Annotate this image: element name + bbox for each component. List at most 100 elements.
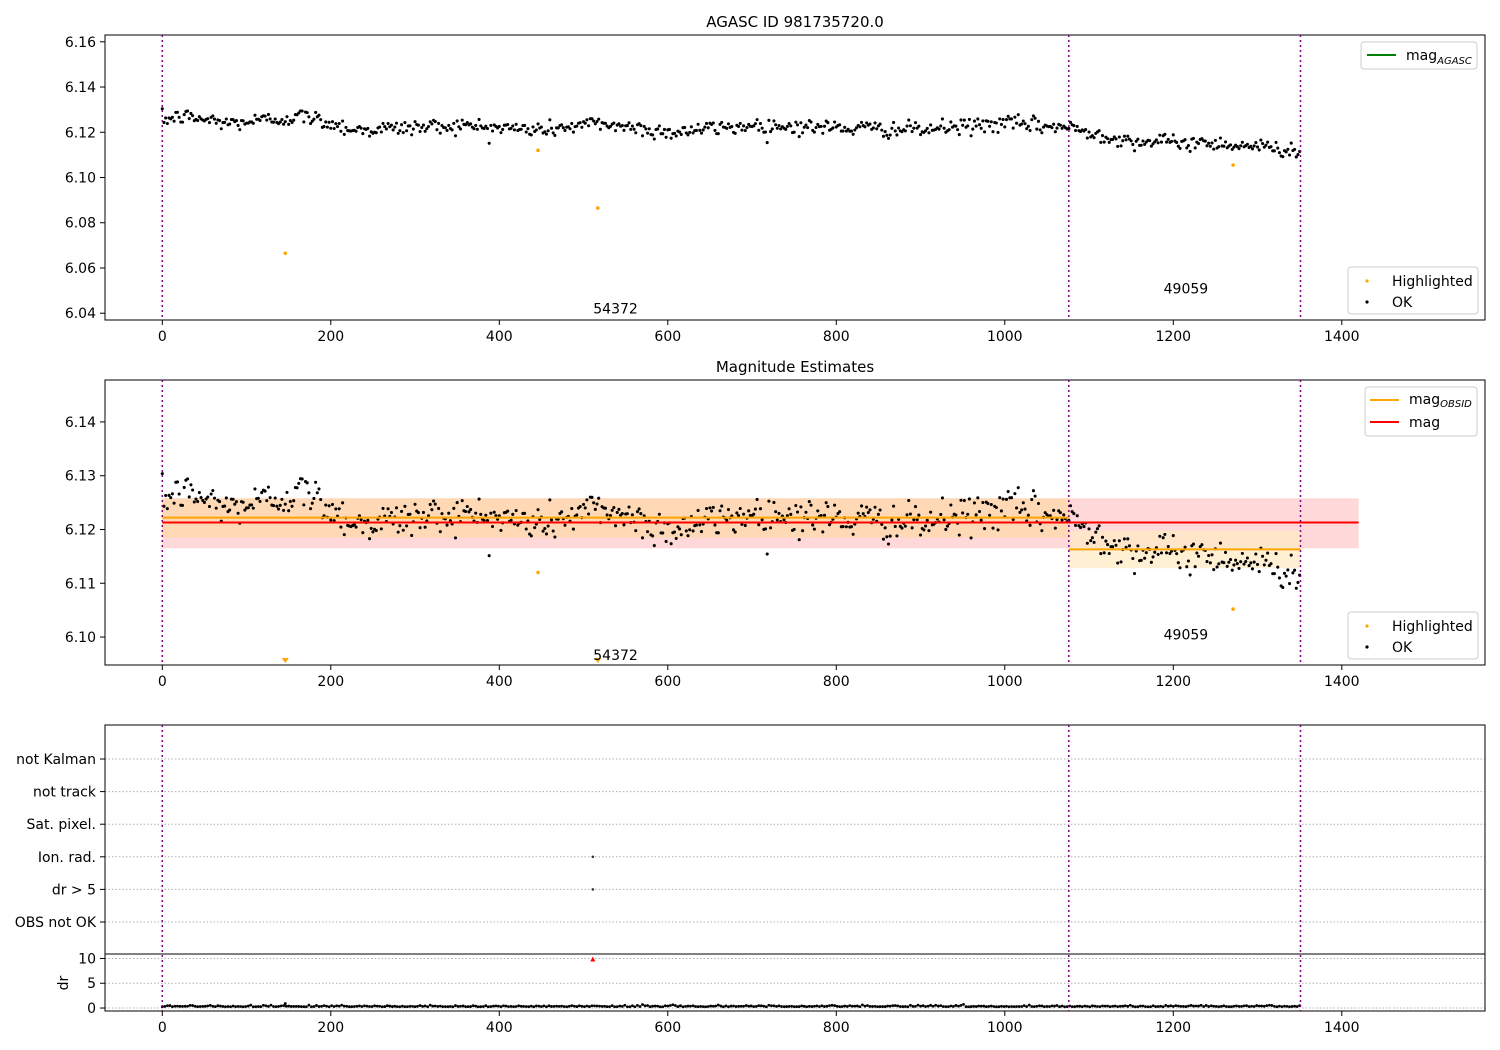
data-point-ok bbox=[961, 123, 965, 127]
data-point-ok bbox=[445, 523, 449, 527]
data-point-ok bbox=[1031, 114, 1035, 118]
x-tick-label: 0 bbox=[158, 674, 167, 690]
data-point-ok bbox=[1217, 562, 1221, 566]
dr-point bbox=[481, 1005, 485, 1008]
dr-point bbox=[449, 1005, 452, 1008]
dr-point bbox=[241, 1005, 245, 1009]
dr-point bbox=[1083, 1004, 1087, 1008]
data-point-ok bbox=[998, 117, 1002, 121]
dr-point bbox=[732, 1004, 735, 1008]
data-point-ok bbox=[1148, 139, 1152, 143]
legend-agasc-bottom: Highlighted OK bbox=[1347, 266, 1479, 315]
dr-point bbox=[1265, 1004, 1269, 1008]
data-point-ok bbox=[300, 477, 304, 481]
data-point-ok bbox=[1244, 559, 1248, 564]
dr-point bbox=[1136, 1005, 1140, 1009]
data-point-ok bbox=[1188, 573, 1192, 577]
dr-point bbox=[863, 1004, 867, 1008]
data-point-ok bbox=[777, 511, 781, 515]
data-point-highlighted bbox=[536, 570, 540, 575]
dr-point bbox=[744, 1004, 748, 1007]
data-point-ok bbox=[524, 130, 528, 134]
data-point-ok bbox=[1131, 142, 1135, 147]
data-point-ok bbox=[918, 133, 923, 137]
data-point-ok bbox=[529, 534, 533, 538]
dr-point bbox=[474, 1004, 478, 1008]
data-point-ok bbox=[826, 504, 830, 509]
data-point-ok bbox=[1276, 146, 1280, 150]
data-point-ok bbox=[458, 127, 463, 131]
x-tick-label: 400 bbox=[486, 1020, 513, 1036]
dr-point bbox=[283, 1002, 287, 1005]
data-point-ok bbox=[1053, 526, 1057, 530]
data-point-ok bbox=[1102, 140, 1106, 144]
data-point-highlighted bbox=[596, 206, 600, 210]
dr-point bbox=[1055, 1004, 1059, 1007]
data-point-ok bbox=[888, 133, 892, 137]
dr-point bbox=[1042, 1005, 1046, 1009]
data-point-ok bbox=[812, 527, 816, 531]
data-point-ok bbox=[285, 490, 289, 494]
data-point-ok bbox=[929, 123, 933, 127]
dr-point bbox=[393, 1004, 397, 1008]
dr-point bbox=[593, 1004, 596, 1008]
data-point-ok bbox=[1170, 139, 1174, 143]
legend-magnitude-bottom: Highlighted OK bbox=[1347, 611, 1479, 660]
data-point-ok bbox=[322, 124, 326, 129]
data-point-ok bbox=[908, 124, 912, 128]
data-point-ok bbox=[620, 124, 624, 128]
data-point-ok bbox=[258, 118, 262, 123]
dr-point bbox=[383, 1005, 387, 1008]
data-point-ok bbox=[1018, 510, 1022, 514]
data-point-ok bbox=[704, 506, 709, 511]
dr-point bbox=[946, 1005, 950, 1009]
data-point-ok bbox=[1117, 539, 1121, 543]
data-point-ok bbox=[1186, 559, 1190, 563]
data-point-ok bbox=[802, 125, 806, 129]
dr-point bbox=[373, 1004, 376, 1008]
data-point-ok bbox=[945, 524, 950, 528]
data-point-ok bbox=[910, 130, 914, 134]
data-point-ok bbox=[479, 512, 483, 516]
data-point-ok bbox=[613, 129, 618, 133]
data-point-ok bbox=[1106, 137, 1110, 141]
data-point-ok bbox=[1223, 140, 1228, 144]
data-point-ok bbox=[453, 134, 458, 138]
data-point-ok bbox=[447, 511, 451, 515]
dr-point bbox=[580, 1004, 584, 1008]
dr-point bbox=[545, 1005, 548, 1009]
data-point-ok bbox=[1242, 562, 1246, 566]
data-point-ok bbox=[337, 122, 341, 126]
data-point-ok bbox=[1026, 124, 1030, 128]
dr-point bbox=[317, 1005, 321, 1008]
data-point-ok bbox=[1099, 140, 1103, 144]
dr-point bbox=[1237, 1004, 1241, 1008]
dr-point bbox=[1278, 1004, 1281, 1008]
data-point-ok bbox=[917, 513, 921, 517]
dr-point bbox=[1085, 1004, 1089, 1008]
data-point-ok bbox=[474, 123, 478, 127]
dr-point bbox=[335, 1004, 339, 1008]
flag-row-label: Ion. rad. bbox=[38, 850, 96, 866]
data-point-ok bbox=[1282, 571, 1287, 575]
data-point-ok bbox=[713, 128, 717, 132]
data-point-ok bbox=[1197, 554, 1201, 558]
data-point-ok bbox=[400, 509, 404, 513]
data-point-ok bbox=[694, 128, 698, 132]
data-point-ok bbox=[942, 518, 946, 522]
data-point-ok bbox=[241, 500, 245, 504]
data-point-ok bbox=[679, 132, 683, 137]
data-point-ok bbox=[394, 121, 399, 125]
data-point-ok bbox=[391, 128, 395, 132]
dr-point bbox=[509, 1005, 513, 1008]
data-point-ok bbox=[509, 126, 513, 130]
data-point-ok bbox=[519, 127, 523, 131]
data-point-ok bbox=[885, 535, 889, 539]
dr-point bbox=[833, 1004, 836, 1007]
data-point-ok bbox=[1053, 130, 1057, 134]
dr-point bbox=[825, 1004, 829, 1008]
data-point-ok bbox=[794, 120, 798, 124]
data-point-ok bbox=[944, 527, 948, 532]
data-point-ok bbox=[1085, 136, 1089, 140]
data-point-ok bbox=[398, 129, 402, 133]
